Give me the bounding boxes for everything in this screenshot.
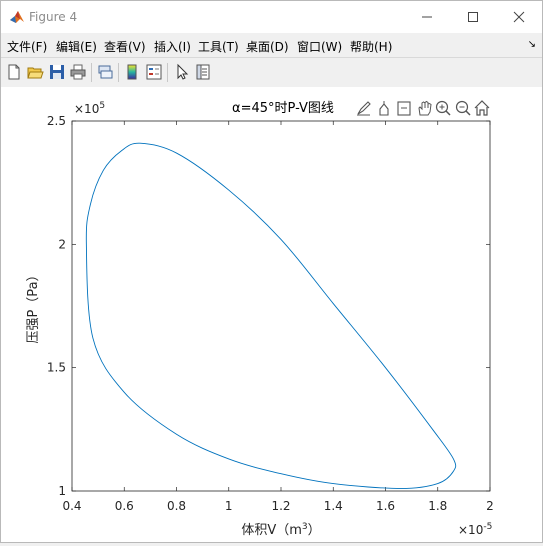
x-axis-multiplier: ×10-5	[458, 522, 492, 537]
maximize-button[interactable]	[450, 1, 496, 33]
plot-area: 0.4 0.6 0.8 1 1.2 1.4 1.6 1.8 2 1 1.5 2 2.5 ×105 ×10-5…	[1, 87, 542, 542]
title-bar[interactable]: Figure 4	[1, 1, 542, 33]
x-axis-label: 体积V（m3）	[241, 522, 320, 538]
matlab-logo-icon	[9, 9, 25, 25]
zoom-in-icon[interactable]	[437, 102, 451, 116]
axes-box[interactable]	[72, 121, 490, 491]
figure-canvas: 0.4 0.6 0.8 1 1.2 1.4 1.6 1.8 2 1 1.5 2 2.5 ×105 ×10-5…	[1, 87, 542, 542]
menu-desktop[interactable]: 桌面(D)	[246, 38, 289, 55]
menu-tools[interactable]: 工具(T)	[198, 38, 239, 55]
menu-insert[interactable]: 插入(I)	[154, 38, 191, 55]
close-button[interactable]	[496, 1, 542, 33]
figure-toolbar	[1, 57, 542, 88]
x-tick-label: 0.6	[115, 499, 134, 513]
link-plot-icon[interactable]	[96, 63, 114, 81]
y-tick-label: 2	[58, 237, 66, 251]
menu-help[interactable]: 帮助(H)	[350, 38, 392, 55]
print-icon[interactable]	[69, 63, 87, 81]
menu-file[interactable]: 文件(F)	[7, 38, 47, 55]
home-icon[interactable]	[475, 101, 489, 115]
toolbar-separator	[118, 63, 119, 82]
x-tick-label: 0.8	[167, 499, 186, 513]
menu-view[interactable]: 查看(V)	[104, 38, 146, 55]
insert-colorbar-icon[interactable]	[123, 63, 141, 81]
pan-hand-icon[interactable]	[419, 102, 431, 116]
y-axis-multiplier: ×105	[74, 101, 105, 116]
data-tips-icon[interactable]	[380, 101, 388, 115]
maximize-icon	[467, 11, 479, 23]
x-tick-label: 2	[486, 499, 494, 513]
y-tick-label: 2.5	[47, 114, 66, 128]
menu-bar: 文件(F) 编辑(E) 查看(V) 插入(I) 工具(T) 桌面(D) 窗口(W…	[1, 33, 542, 57]
menu-window[interactable]: 窗口(W)	[297, 38, 342, 55]
close-icon	[513, 11, 525, 23]
x-tick-label: 1.6	[376, 499, 395, 513]
x-tick-label: 0.4	[62, 499, 81, 513]
x-tick-label: 1.8	[428, 499, 447, 513]
open-file-icon[interactable]	[26, 63, 44, 81]
toolbar-separator	[91, 63, 92, 82]
y-tick-label: 1	[58, 484, 66, 498]
new-figure-icon[interactable]	[5, 63, 23, 81]
toolbar-separator	[167, 63, 168, 82]
x-tick-label: 1.4	[324, 499, 343, 513]
window-title: Figure 4	[29, 10, 77, 24]
insert-legend-icon[interactable]	[145, 63, 163, 81]
menu-overflow-arrow-icon[interactable]: ↘	[528, 39, 536, 50]
chart-title: α=45°时P-V图线	[232, 101, 334, 116]
save-icon[interactable]	[48, 63, 66, 81]
select-arrow-icon[interactable]	[173, 63, 191, 81]
zoom-out-icon[interactable]	[457, 102, 471, 116]
y-tick-label: 1.5	[47, 361, 66, 375]
x-tick-label: 1.2	[271, 499, 290, 513]
x-tick-label: 1	[225, 499, 233, 513]
axes-toolbar	[357, 101, 489, 115]
restore-view-icon[interactable]	[398, 102, 410, 115]
property-inspector-icon[interactable]	[194, 63, 212, 81]
minimize-icon	[421, 11, 433, 23]
menu-edit[interactable]: 编辑(E)	[56, 38, 97, 55]
brush-icon[interactable]	[357, 102, 370, 115]
minimize-button[interactable]	[404, 1, 450, 33]
y-axis-label: 压强P（Pa）	[26, 268, 41, 343]
